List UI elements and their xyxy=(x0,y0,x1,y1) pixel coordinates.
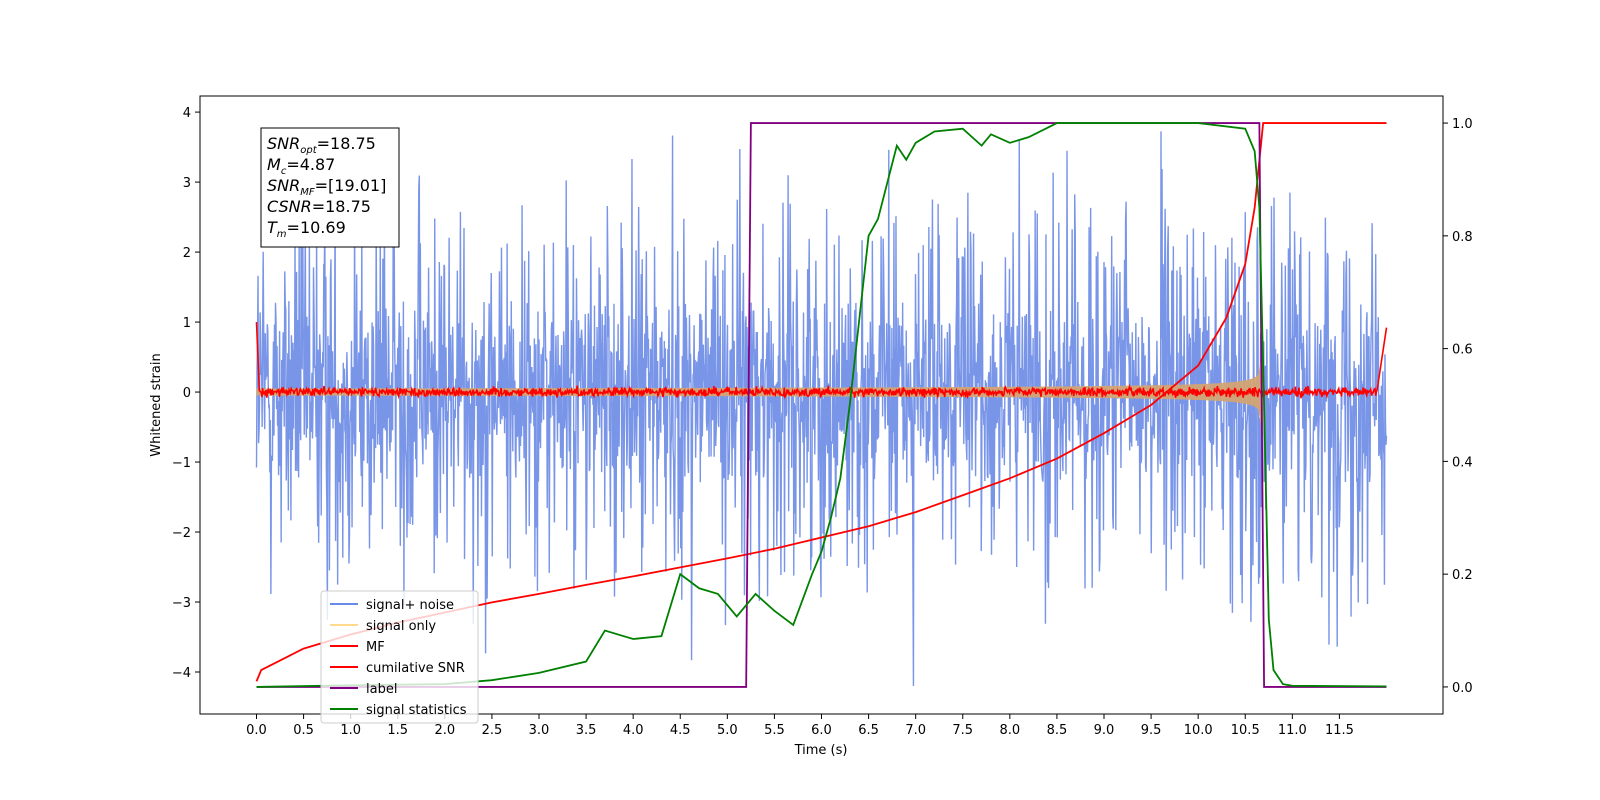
y-tick-label: 4 xyxy=(183,106,191,121)
annotation-csnr: CSNR=18.75 xyxy=(267,197,371,216)
x-tick-label: 3.5 xyxy=(576,723,597,738)
y-tick-label: 0 xyxy=(183,386,191,401)
x-tick-label: 0.5 xyxy=(293,723,314,738)
y-axis-label: Whitened strain xyxy=(149,353,164,456)
x-tick-label: 10.0 xyxy=(1184,723,1213,738)
x-tick-label: 9.0 xyxy=(1094,723,1115,738)
legend-label-signal-only: signal only xyxy=(366,619,436,634)
x-tick-label: 2.5 xyxy=(482,723,503,738)
legend-label-cumulative-snr: cumilative SNR xyxy=(366,661,465,676)
y2-tick-label: 0.0 xyxy=(1452,681,1473,696)
legend: signal+ noise signal only MF cumilative … xyxy=(320,590,479,724)
x-tick-label: 7.5 xyxy=(952,723,973,738)
y2-tick-label: 1.0 xyxy=(1452,117,1473,132)
x-tick-label: 7.0 xyxy=(905,723,926,738)
legend-label-label: label xyxy=(366,682,397,697)
x-tick-label: 8.0 xyxy=(999,723,1020,738)
x-tick-label: 1.5 xyxy=(387,723,408,738)
x-tick-label: 10.5 xyxy=(1231,723,1260,738)
axes: 0.0 0.5 1.0 1.5 2.0 2.5 3.0 3.5 4.0 4.5 5.0 5.5 6.0 6… xyxy=(172,106,1473,738)
x-tick-label: 6.5 xyxy=(858,723,879,738)
y2-tick-label: 0.4 xyxy=(1452,455,1473,470)
y-tick-label: −3 xyxy=(172,596,191,611)
series-signal-statistics xyxy=(256,122,1387,688)
legend-label-mf: MF xyxy=(366,640,385,655)
x-tick-label: 5.5 xyxy=(764,723,785,738)
y2-tick-label: 0.8 xyxy=(1452,230,1473,245)
annotation-snr-opt: SNRopt=18.75 xyxy=(267,134,376,156)
x-tick-label: 9.5 xyxy=(1141,723,1162,738)
annotation-mc: Mc=4.87 xyxy=(267,155,335,177)
series-signal-noise xyxy=(255,131,1388,687)
x-tick-label: 5.0 xyxy=(717,723,738,738)
annotation-frame xyxy=(260,127,400,248)
legend-label-signal-noise: signal+ noise xyxy=(366,598,454,613)
annotation-tm: Tm=10.69 xyxy=(267,218,346,240)
x-tick-label: 4.0 xyxy=(623,723,644,738)
x-axis-label: Time (s) xyxy=(794,743,848,758)
x-tick-label: 8.5 xyxy=(1047,723,1068,738)
stats-annotation-box: SNRopt=18.75 Mc=4.87 SNRMF=[19.01] CSNR=… xyxy=(260,127,400,248)
x-tick-label: 6.0 xyxy=(811,723,832,738)
x-tick-label: 2.0 xyxy=(434,723,455,738)
y2-tick-label: 0.2 xyxy=(1452,568,1473,583)
annotation-snr-mf: SNRMF=[19.01] xyxy=(267,176,386,198)
y-tick-label: −4 xyxy=(172,666,191,681)
series-label xyxy=(256,122,1387,688)
x-tick-label: 1.0 xyxy=(340,723,361,738)
x-tick-label: 11.5 xyxy=(1325,723,1354,738)
legend-frame xyxy=(320,590,479,724)
y2-tick-label: 0.6 xyxy=(1452,343,1473,358)
y-tick-label: 1 xyxy=(183,316,191,331)
legend-label-signal-statistics: signal statistics xyxy=(366,703,467,718)
y-tick-label: 2 xyxy=(183,246,191,261)
y-tick-label: −1 xyxy=(172,456,191,471)
y-tick-label: 3 xyxy=(183,176,191,191)
y-tick-label: −2 xyxy=(172,526,191,541)
x-tick-label: 4.5 xyxy=(670,723,691,738)
x-tick-label: 11.0 xyxy=(1278,723,1307,738)
x-tick-label: 0.0 xyxy=(246,723,267,738)
x-tick-label: 3.0 xyxy=(529,723,550,738)
series-mf xyxy=(255,322,1388,400)
